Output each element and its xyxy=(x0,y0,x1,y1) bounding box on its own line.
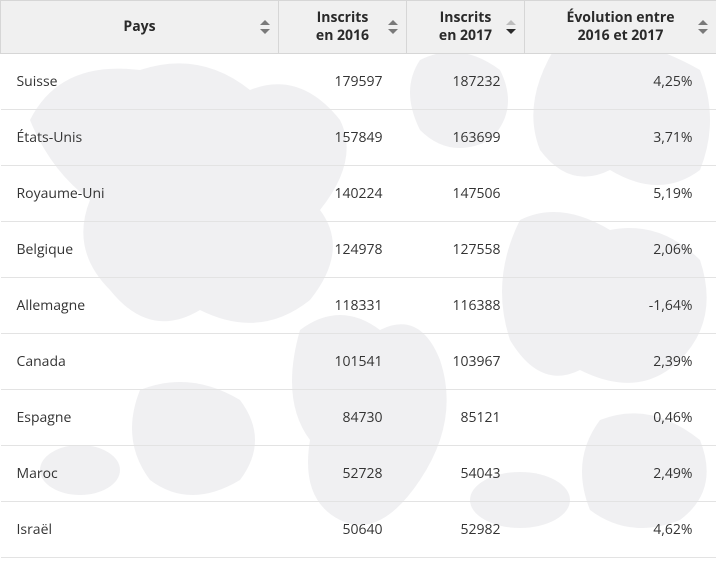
cell-inscrits-2016: 140224 xyxy=(279,165,407,221)
cell-inscrits-2016: 118331 xyxy=(279,277,407,333)
table-row: Suisse 179597 187232 4,25% xyxy=(1,53,716,109)
cell-pays: Belgique xyxy=(1,221,279,277)
cell-inscrits-2017: 52982 xyxy=(407,501,525,557)
cell-pays: Israël xyxy=(1,501,279,557)
cell-evolution: 2,49% xyxy=(525,445,716,501)
col-header-label: Inscritsen 2016 xyxy=(316,9,369,44)
cell-inscrits-2017: 116388 xyxy=(407,277,525,333)
cell-evolution: 4,62% xyxy=(525,501,716,557)
table-row: Espagne 84730 85121 0,46% xyxy=(1,389,716,445)
cell-inscrits-2016: 50640 xyxy=(279,501,407,557)
col-header-label: Pays xyxy=(123,18,155,36)
cell-inscrits-2016: 101541 xyxy=(279,333,407,389)
sort-icon xyxy=(260,20,270,34)
cell-pays: Allemagne xyxy=(1,277,279,333)
cell-pays: États-Unis xyxy=(1,109,279,165)
table-row: Canada 101541 103967 2,39% xyxy=(1,333,716,389)
table-row: Israël 50640 52982 4,62% xyxy=(1,501,716,557)
cell-pays: Suisse xyxy=(1,53,279,109)
cell-inscrits-2017: 127558 xyxy=(407,221,525,277)
sort-icon xyxy=(388,20,398,34)
sort-icon xyxy=(698,20,708,34)
cell-inscrits-2017: 163699 xyxy=(407,109,525,165)
col-header-inscrits-2017[interactable]: Inscritsen 2017 xyxy=(407,1,525,54)
table-header: Pays Inscritsen 2016 Inscritsen 2017 Évo… xyxy=(1,1,716,54)
cell-inscrits-2017: 85121 xyxy=(407,389,525,445)
cell-inscrits-2016: 124978 xyxy=(279,221,407,277)
table-row: Belgique 124978 127558 2,06% xyxy=(1,221,716,277)
cell-evolution: 3,71% xyxy=(525,109,716,165)
table-row: Maroc 52728 54043 2,49% xyxy=(1,445,716,501)
cell-evolution: 4,25% xyxy=(525,53,716,109)
col-header-inscrits-2016[interactable]: Inscritsen 2016 xyxy=(279,1,407,54)
cell-pays: Maroc xyxy=(1,445,279,501)
cell-inscrits-2017: 103967 xyxy=(407,333,525,389)
table-row: Allemagne 118331 116388 -1,64% xyxy=(1,277,716,333)
col-header-evolution[interactable]: Évolution entre2016 et 2017 xyxy=(525,1,716,54)
cell-pays: Royaume-Uni xyxy=(1,165,279,221)
cell-evolution: -1,64% xyxy=(525,277,716,333)
table-row: États-Unis 157849 163699 3,71% xyxy=(1,109,716,165)
cell-inscrits-2017: 54043 xyxy=(407,445,525,501)
cell-inscrits-2016: 157849 xyxy=(279,109,407,165)
col-header-pays[interactable]: Pays xyxy=(1,1,279,54)
col-header-label: Évolution entre2016 et 2017 xyxy=(567,9,675,44)
cell-pays: Espagne xyxy=(1,389,279,445)
cell-pays: Canada xyxy=(1,333,279,389)
cell-inscrits-2016: 179597 xyxy=(279,53,407,109)
country-registrations-table: Pays Inscritsen 2016 Inscritsen 2017 Évo… xyxy=(0,0,716,558)
table-row: Royaume-Uni 140224 147506 5,19% xyxy=(1,165,716,221)
cell-evolution: 0,46% xyxy=(525,389,716,445)
cell-inscrits-2017: 147506 xyxy=(407,165,525,221)
cell-evolution: 2,39% xyxy=(525,333,716,389)
cell-evolution: 5,19% xyxy=(525,165,716,221)
cell-inscrits-2016: 52728 xyxy=(279,445,407,501)
col-header-label: Inscritsen 2017 xyxy=(439,9,492,44)
cell-inscrits-2017: 187232 xyxy=(407,53,525,109)
cell-inscrits-2016: 84730 xyxy=(279,389,407,445)
table-body: Suisse 179597 187232 4,25% États-Unis 15… xyxy=(1,53,716,557)
sort-icon xyxy=(506,20,516,34)
cell-evolution: 2,06% xyxy=(525,221,716,277)
